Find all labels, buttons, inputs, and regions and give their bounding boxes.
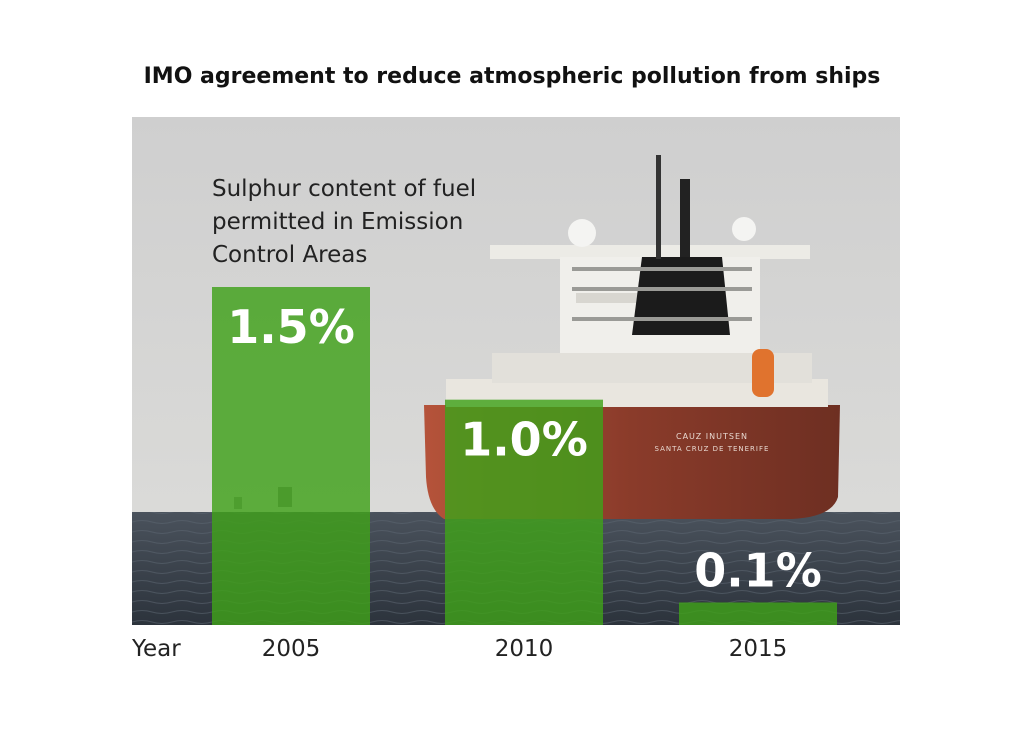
ship-lifeboat [752, 349, 774, 397]
subtitle-line-2: permitted in Emission [212, 209, 464, 235]
subtitle-line-3: Control Areas [212, 242, 368, 268]
ship-name-line2: SANTA CRUZ DE TENERIFE [655, 445, 770, 453]
ship-funnel-top [680, 179, 690, 257]
bar-2005 [212, 287, 370, 625]
x-tick-2015: 2015 [728, 636, 788, 662]
x-tick-2005: 2005 [261, 636, 321, 662]
ship-radar-dome-right [732, 217, 756, 241]
ship-radar-dome-left [568, 219, 596, 247]
bars-layer: 1.5% 1.0% 0.1% [212, 287, 837, 625]
bar-2015 [679, 602, 837, 625]
ship-funnel [632, 257, 730, 335]
value-label-2015: 0.1% [694, 543, 822, 597]
subtitle-line-1: Sulphur content of fuel [212, 176, 477, 202]
background-photo: CAUZ INUTSEN SANTA CRUZ DE TENERIFE 1.5%… [132, 117, 900, 625]
ship-crane-base [576, 293, 666, 303]
ship-name-line1: CAUZ INUTSEN [676, 432, 748, 441]
value-label-2005: 1.5% [227, 300, 355, 354]
ship-bridge-wing [490, 245, 810, 259]
chart-plot: CAUZ INUTSEN SANTA CRUZ DE TENERIFE 1.5%… [132, 117, 900, 625]
bar-2010 [445, 399, 603, 625]
ship-mast [656, 155, 661, 259]
x-tick-2010: 2010 [494, 636, 554, 662]
chart-title: IMO agreement to reduce atmospheric poll… [143, 64, 881, 89]
x-axis-label: Year [132, 636, 181, 662]
value-label-2010: 1.0% [460, 413, 588, 467]
chart-subtitle: Sulphur content of fuel permitted in Emi… [212, 173, 512, 272]
